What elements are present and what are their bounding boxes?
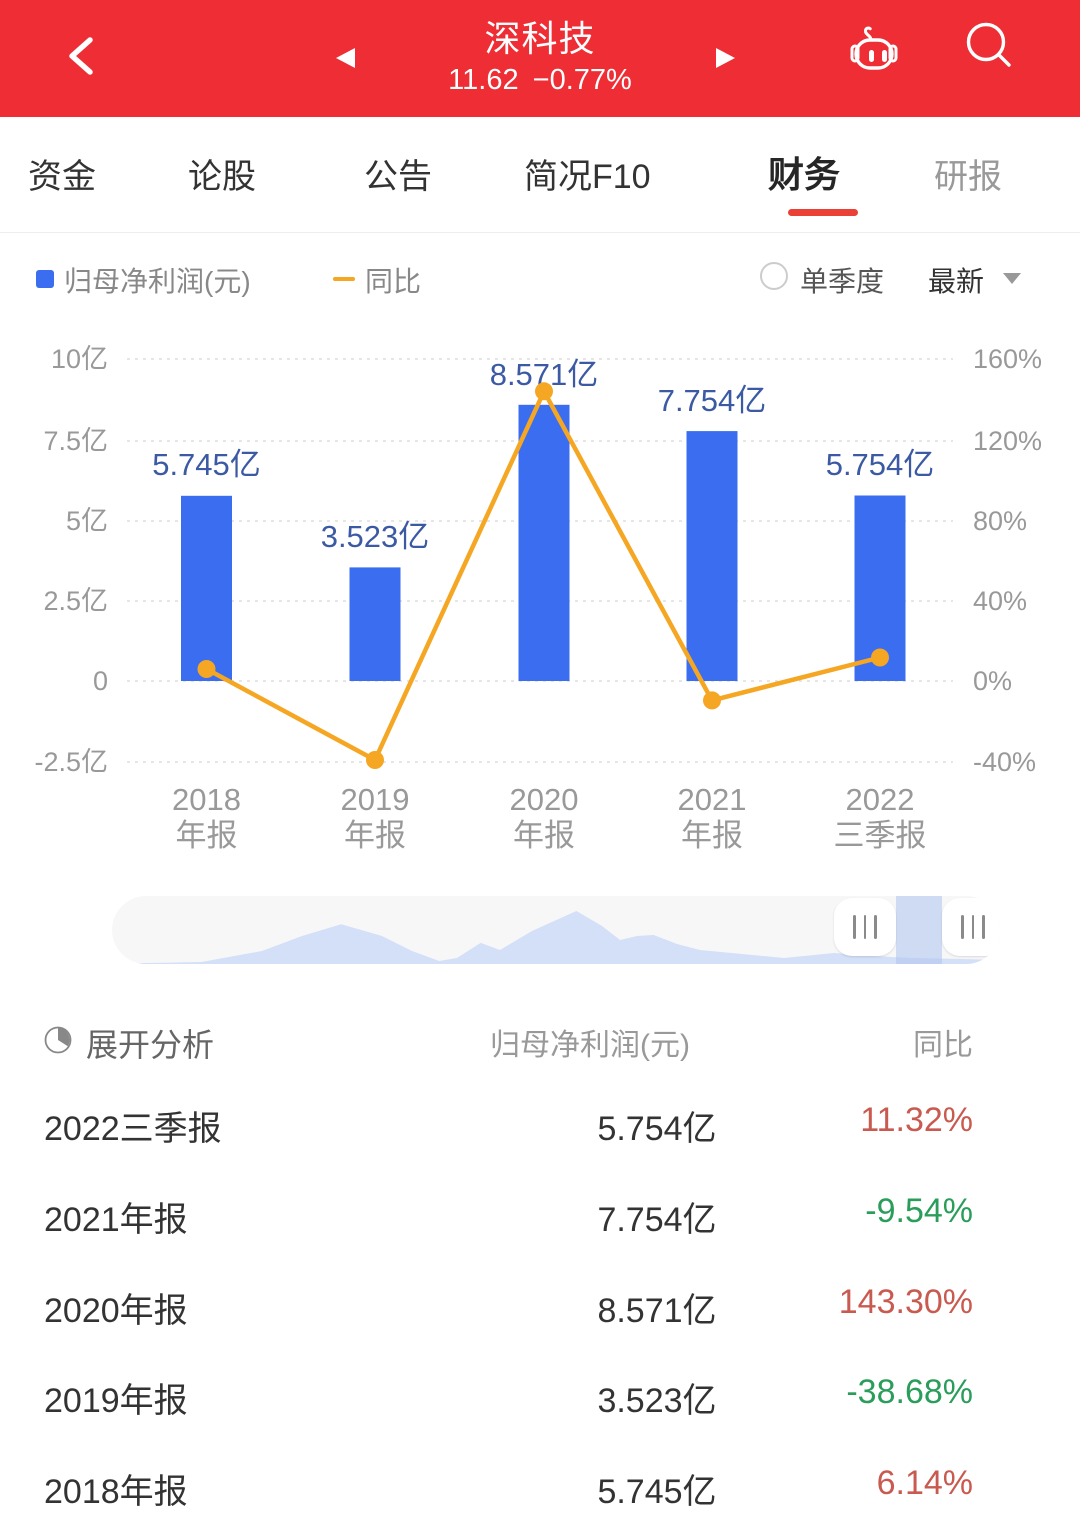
svg-text:年报: 年报 — [681, 818, 743, 853]
svg-text:120%: 120% — [973, 426, 1042, 456]
svg-text:2018: 2018 — [172, 782, 241, 817]
svg-text:年报: 年报 — [513, 818, 575, 853]
svg-text:-40%: -40% — [973, 747, 1036, 777]
svg-text:10亿: 10亿 — [51, 344, 108, 374]
svg-text:0: 0 — [93, 666, 108, 696]
svg-text:2019: 2019 — [341, 782, 410, 817]
svg-text:80%: 80% — [973, 506, 1027, 536]
svg-text:三季报: 三季报 — [834, 818, 927, 853]
svg-text:-2.5亿: -2.5亿 — [34, 747, 108, 777]
svg-text:40%: 40% — [973, 586, 1027, 616]
svg-text:2022: 2022 — [846, 782, 915, 817]
svg-text:3.523亿: 3.523亿 — [321, 519, 430, 554]
svg-text:2021: 2021 — [678, 782, 747, 817]
svg-text:160%: 160% — [973, 344, 1042, 374]
svg-text:2020: 2020 — [510, 782, 579, 817]
svg-text:2.5亿: 2.5亿 — [43, 586, 108, 616]
svg-text:5亿: 5亿 — [66, 506, 108, 536]
svg-text:5.754亿: 5.754亿 — [826, 447, 935, 482]
svg-text:5.745亿: 5.745亿 — [152, 447, 261, 482]
svg-text:7.5亿: 7.5亿 — [43, 426, 108, 456]
svg-text:年报: 年报 — [176, 818, 238, 853]
svg-text:7.754亿: 7.754亿 — [658, 383, 767, 418]
svg-text:年报: 年报 — [344, 818, 406, 853]
svg-text:0%: 0% — [973, 666, 1012, 696]
